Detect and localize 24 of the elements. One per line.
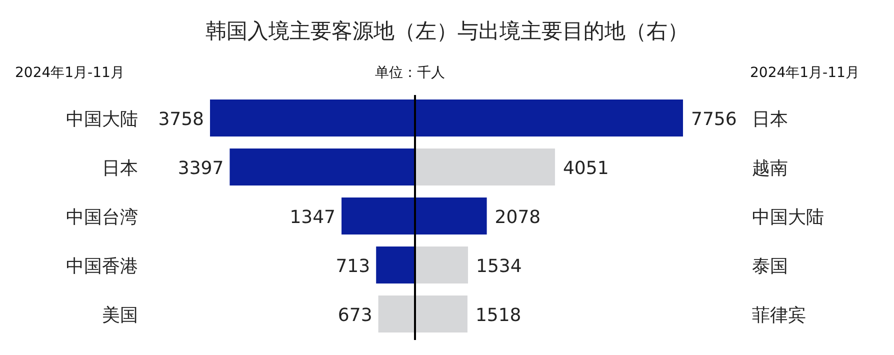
text: 2024年1月-11月 xyxy=(15,65,124,81)
text: 2024年1月-11月 xyxy=(750,65,860,81)
y-tick-label: 越南 xyxy=(752,158,788,179)
data-label: 3397 xyxy=(178,158,224,179)
y-tick-label: 日本 xyxy=(752,109,788,130)
chart-title: 韩国入境主要客源地（左）与出境主要目的地（右） xyxy=(206,19,688,43)
text: 单位：千人 xyxy=(375,65,445,81)
y-tick-label: 泰国 xyxy=(752,256,788,277)
data-label: 7756 xyxy=(691,109,737,130)
y-tick-label: 菲律宾 xyxy=(752,305,806,326)
y-tick-label: 日本 xyxy=(102,158,138,179)
data-label: 1518 xyxy=(475,305,522,326)
data-label: 673 xyxy=(338,305,372,326)
y-tick-label: 美国 xyxy=(102,305,138,326)
y-tick-label: 中国香港 xyxy=(66,256,138,277)
data-label: 713 xyxy=(336,256,370,277)
data-label: 1534 xyxy=(476,256,522,277)
data-label: 2078 xyxy=(494,207,541,228)
y-tick-label: 中国大陆 xyxy=(752,207,824,228)
y-tick-label: 中国大陆 xyxy=(66,109,138,130)
y-tick-label: 中国台湾 xyxy=(66,207,138,228)
data-label: 4051 xyxy=(562,158,609,179)
data-label: 1347 xyxy=(290,207,336,228)
data-label: 3758 xyxy=(158,109,204,130)
